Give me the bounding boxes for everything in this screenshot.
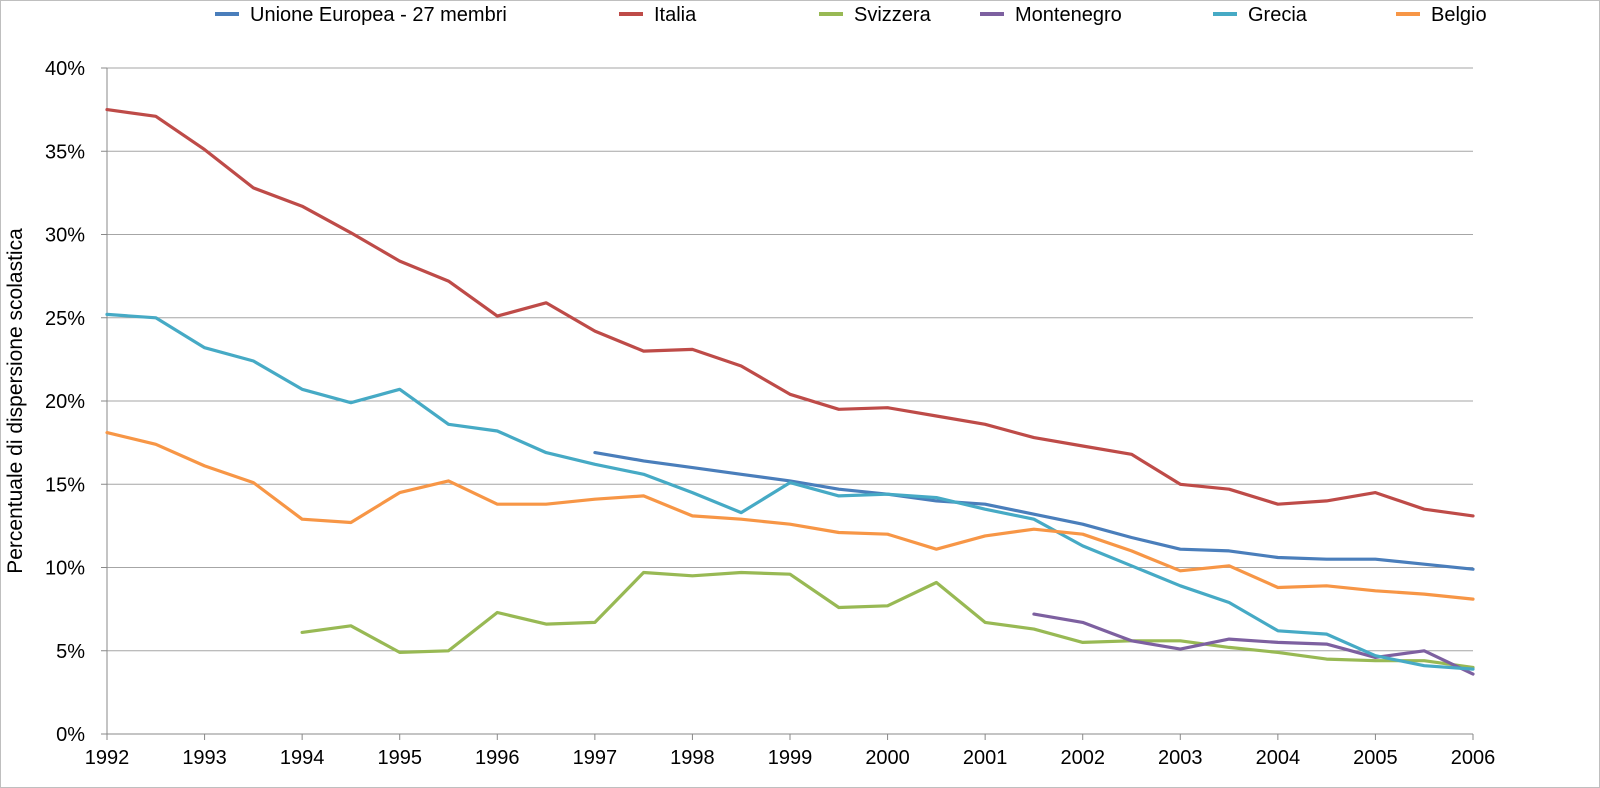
y-tick-label: 0% — [56, 724, 85, 746]
legend: Unione Europea - 27 membri Italia Svizzera… — [215, 4, 1487, 26]
series-line-montenegro — [1032, 612, 1475, 676]
gridlines — [107, 67, 1473, 652]
y-tick-label: 15% — [45, 474, 85, 496]
x-tick-label: 2002 — [1060, 747, 1105, 769]
y-tick-label: 25% — [45, 308, 85, 330]
x-tick-label: 2000 — [865, 747, 910, 769]
y-tick-label: 40% — [45, 58, 85, 80]
x-tick-label: 2004 — [1256, 747, 1301, 769]
x-tick-label: 2006 — [1451, 747, 1496, 769]
legend-label: Svizzera — [854, 4, 932, 26]
x-tick-label: 1999 — [768, 747, 813, 769]
x-tick-label: 1994 — [280, 747, 325, 769]
series-lines — [105, 107, 1475, 676]
x-tick-label: 2003 — [1158, 747, 1203, 769]
y-tick-label: 30% — [45, 225, 85, 247]
legend-label: Italia — [654, 4, 697, 26]
x-tick-label: 1998 — [670, 747, 715, 769]
series-line-grecia — [105, 312, 1475, 671]
axes — [101, 67, 1474, 740]
legend-label: Unione Europea - 27 membri — [250, 4, 507, 26]
x-tick-label: 1993 — [182, 747, 227, 769]
y-axis-label: Percentuale di dispersione scolastica — [4, 228, 27, 574]
x-tick-label: 2005 — [1353, 747, 1398, 769]
series-line-italia — [105, 107, 1475, 518]
x-tick-label: 1996 — [475, 747, 520, 769]
series-line-svizzera — [300, 570, 1475, 670]
y-tick-label: 35% — [45, 141, 85, 163]
y-tick-label: 5% — [56, 641, 85, 663]
legend-label: Belgio — [1431, 4, 1487, 26]
series-line-unione-europea-27-membri — [593, 451, 1475, 571]
x-tick-labels: 1992 1993 1994 1995 1996 1997 1998 1999 2000 2001… — [85, 747, 1496, 769]
y-tick-label: 10% — [45, 558, 85, 580]
legend-label: Grecia — [1248, 4, 1308, 26]
x-tick-label: 2001 — [963, 747, 1008, 769]
series-line-belgio — [105, 431, 1475, 601]
x-tick-label: 1997 — [573, 747, 618, 769]
y-tick-labels: 0% 5% 10% 15% 20% 25% 30% 35% 40% — [45, 58, 85, 746]
x-tick-label: 1995 — [377, 747, 422, 769]
legend-label: Montenegro — [1015, 4, 1122, 26]
x-tick-label: 1992 — [85, 747, 130, 769]
y-tick-label: 20% — [45, 391, 85, 413]
